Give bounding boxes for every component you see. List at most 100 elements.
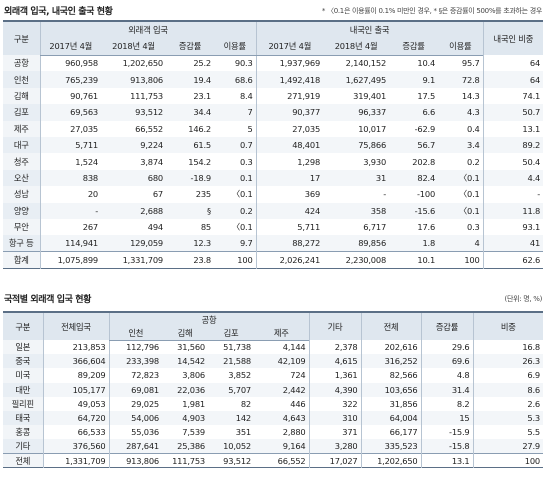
table-row: 일본 213,853 112,796 31,560 51,738 4,144 2,378 20… [3, 340, 543, 355]
row-label: 김포 [3, 104, 40, 121]
table-cell: 16.8 [472, 340, 543, 355]
table-cell: 2,230,008 [323, 251, 390, 269]
row-label: 일본 [3, 340, 43, 355]
table-cell: 51,738 [223, 342, 251, 353]
subheader-7: 이용률 [438, 38, 484, 56]
table-cell: -18.9 [166, 169, 214, 187]
table-cell: 54,006 [108, 410, 162, 426]
table-row: 필리핀 49,053 29,025 1,981 82 446 322 31,856 8.2 2.6 [3, 396, 543, 411]
table-cell: 31,856 [360, 396, 421, 411]
table-cell: 66,552 [135, 123, 163, 134]
table-cell: 100 [214, 251, 257, 269]
table-cell: 1,202,650 [360, 452, 421, 468]
table-cell: 93.1 [482, 218, 544, 236]
subheader-4: 2017년 4월 [255, 38, 324, 56]
table-cell: 2,442 [254, 382, 309, 397]
table-cell: 69,081 [108, 382, 162, 397]
table-cell: 5,711 [39, 136, 101, 154]
header-category: 구분 [3, 312, 43, 340]
table-cell: 103,656 [360, 382, 421, 397]
header-category: 구분 [3, 21, 40, 55]
table-cell: 4 [438, 235, 484, 252]
table-row: 중국 366,604 233,398 14,542 21,588 42,109 4,615 3… [3, 354, 543, 369]
table-cell: 9,164 [254, 439, 309, 454]
table-cell: 316,252 [360, 354, 421, 369]
table-cell: 1,075,899 [39, 251, 101, 269]
row-label: 태국 [3, 410, 43, 426]
row-label: 항구 등 [3, 235, 40, 252]
table-cell: 17.6 [417, 222, 436, 233]
table-cell: 1,627,495 [323, 71, 390, 88]
table-cell: 2,026,241 [255, 251, 324, 269]
row-label: 무안 [3, 218, 40, 236]
table-cell: 3,874 [140, 156, 163, 167]
table-cell: 4.8 [420, 368, 473, 383]
table-cell: 75,866 [323, 136, 390, 154]
table-cell: 5,707 [208, 382, 254, 397]
table-cell: 17.5 [417, 90, 436, 101]
table-cell: 49,053 [42, 396, 109, 411]
table-row: 김해 90,761 111,753 23.1 8.4 271,919 319,401 17.5… [3, 87, 544, 105]
entry-exit-table: 구분 외래객 입국 내국인 출국 내국인 비중 2017년 4월 2018년 4월… [3, 20, 544, 269]
row-label: 김해 [3, 87, 40, 105]
table-cell: 14.3 [461, 90, 480, 101]
table-cell: 3,806 [182, 370, 205, 381]
table-cell: 322 [308, 396, 361, 411]
table-cell: 29.6 [420, 340, 473, 355]
table-cell: 90,377 [255, 104, 324, 121]
table-cell: 369 [255, 186, 324, 203]
table-cell: 48,401 [255, 136, 324, 154]
table-cell: 5.5 [472, 425, 543, 440]
table-row: 기타 376,560 287,641 25,386 10,052 9,164 3,280 33… [3, 439, 543, 454]
table-cell: 213,853 [42, 340, 109, 355]
table-cell: 88,272 [255, 235, 324, 252]
table-cell: 3,930 [363, 156, 387, 167]
table-row: 홍콩 66,533 55,036 7,539 351 2,880 371 66,177 -15.… [3, 425, 543, 440]
table-cell: 95.7 [461, 58, 480, 69]
table-cell: 21,588 [208, 354, 254, 369]
row-label: 홍콩 [3, 425, 43, 440]
section2-title: 국적별 외래객 입국 현황 [4, 295, 92, 305]
table-cell: 3,280 [308, 439, 361, 454]
table-cell: 287,641 [108, 439, 162, 454]
table-cell: 1,331,709 [42, 452, 109, 468]
table-cell: 680 [101, 169, 166, 187]
table-cell: 6.9 [472, 368, 543, 383]
table-row: 양양 -2,688 § 0.2 424 358 -15.6 〈0.1 11.8 [3, 202, 544, 219]
table-cell: 66,177 [360, 425, 421, 440]
table-row: 김포 69,563 93,512 34.4 7 90,377 96,337 6.6 4.3 50.… [3, 104, 544, 121]
table-cell: 0.1 [214, 169, 257, 187]
table-cell: 5,711 [255, 218, 324, 236]
table-cell: 5.3 [472, 410, 543, 426]
table-cell: 3,852 [228, 370, 251, 381]
table-cell: 2,880 [282, 427, 306, 438]
table-cell: 358 [323, 202, 390, 219]
table-cell: 7 [214, 104, 257, 121]
table-cell: 8.6 [472, 382, 543, 397]
table-cell: 112,796 [108, 340, 162, 355]
table-cell: 20 [39, 186, 101, 203]
table-cell: 74.1 [482, 87, 544, 105]
table-row: 인천 765,239 913,806 19.4 68.6 1,492,418 1,627,4… [3, 71, 544, 88]
table-row: 성남 20 67 235 〈0.1 369- -100 〈0.1- [3, 186, 544, 203]
subheader-0: 2017년 4월 [39, 38, 101, 56]
subheader-1: 2018년 4월 [101, 38, 166, 56]
table-cell: 765,239 [39, 71, 101, 88]
header-airport-group: 공항 [108, 312, 309, 326]
table-cell: 4,903 [162, 410, 208, 426]
table-cell: 366,604 [42, 354, 109, 369]
table-cell: - [482, 186, 544, 203]
table-cell: 4,144 [282, 342, 306, 353]
table-cell: 72.8 [438, 71, 484, 88]
table-cell: 25.2 [193, 58, 211, 69]
table-cell: 10,017 [358, 123, 387, 134]
table-cell: 22,036 [162, 382, 208, 397]
row-label: 합계 [3, 251, 40, 269]
table-cell: 1,981 [182, 398, 205, 409]
table-cell: 31,560 [177, 342, 205, 353]
table-cell: 93,512 [208, 452, 254, 468]
table-cell: 1,202,650 [122, 58, 164, 69]
row-label: 기타 [3, 439, 43, 454]
table-cell: § [166, 202, 214, 219]
row-label: 인천 [3, 71, 40, 88]
